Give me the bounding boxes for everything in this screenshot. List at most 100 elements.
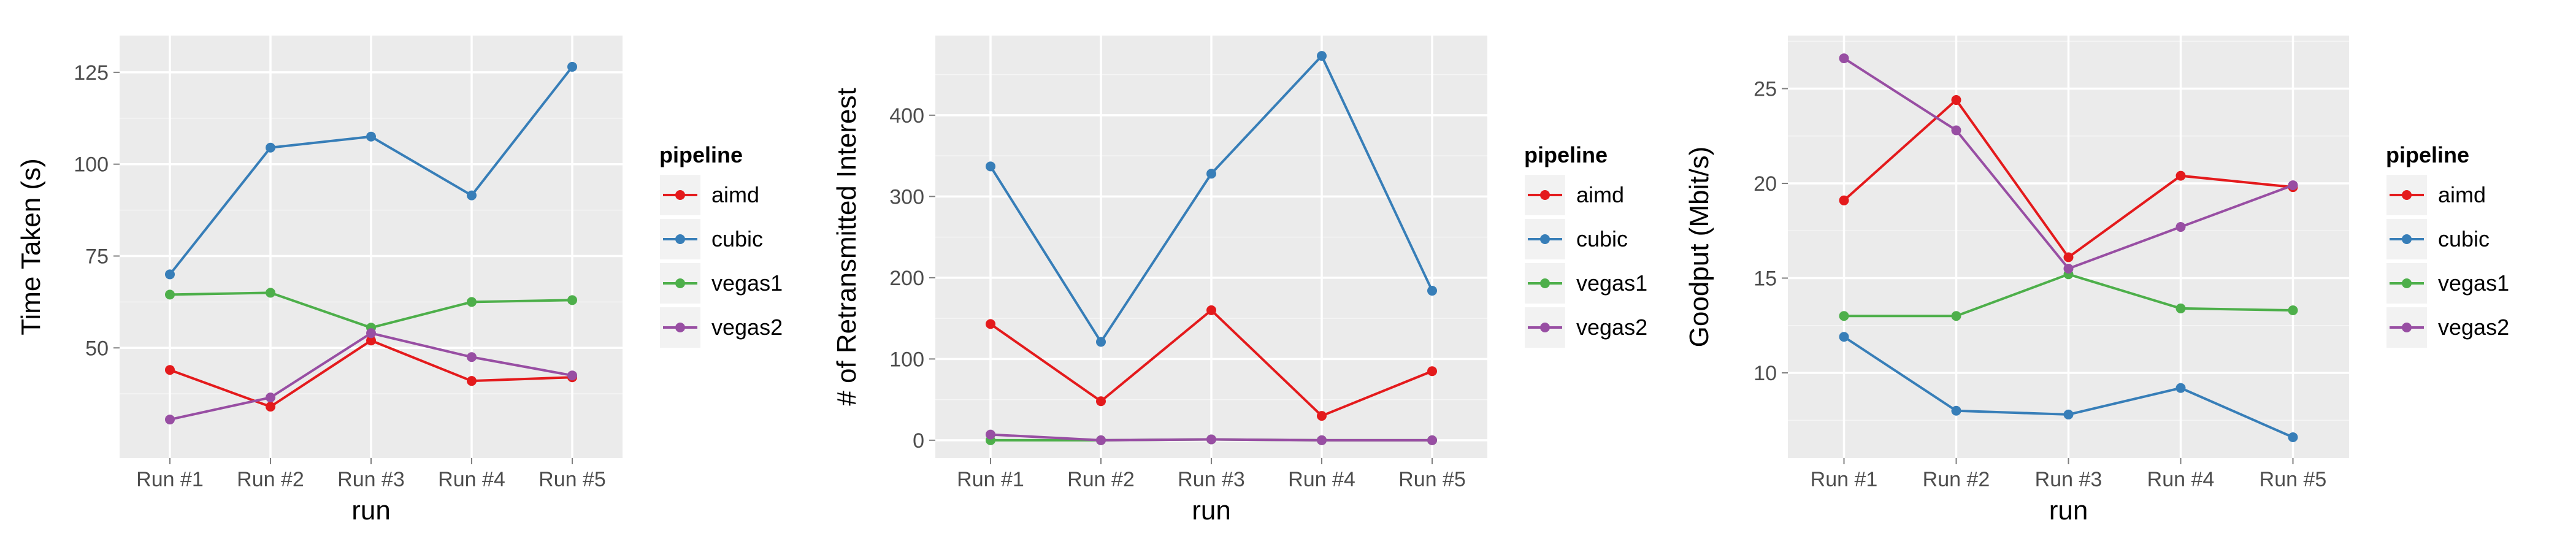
data-point-cubic <box>1951 405 1961 416</box>
legend-key-point <box>675 190 685 200</box>
data-point-vegas1 <box>1951 311 1961 321</box>
data-point-aimd <box>1206 305 1216 315</box>
legend-title: pipeline <box>1524 142 1608 167</box>
data-point-cubic <box>1206 169 1216 179</box>
legend-key-point <box>2402 278 2412 288</box>
data-point-vegas1 <box>467 297 477 307</box>
legend-label: vegas1 <box>1576 270 1647 296</box>
data-point-cubic <box>1317 51 1327 61</box>
x-tick-label: Run #1 <box>1811 468 1878 491</box>
chart-panel-3: 10 15 20 25 Run #1 Run #2 Run #3 Run #4 Run #5 ru… <box>1684 36 2509 526</box>
data-point-cubic <box>567 61 577 72</box>
data-point-vegas2 <box>467 352 477 362</box>
data-point-vegas2 <box>366 328 376 339</box>
legend-title: pipeline <box>659 142 743 167</box>
data-point-vegas1 <box>266 288 275 298</box>
data-point-vegas2 <box>1096 435 1106 445</box>
legend-label: vegas1 <box>2438 270 2509 296</box>
data-point-vegas2 <box>1427 435 1437 445</box>
data-point-aimd <box>366 335 376 346</box>
data-point-vegas2 <box>567 370 577 381</box>
y-axis-title: Time Taken (s) <box>16 158 46 335</box>
x-tick-label: Run #5 <box>1398 468 1466 491</box>
x-tick-label: Run #3 <box>2035 468 2103 491</box>
y-tick-label: 15 <box>1754 267 1777 290</box>
y-axis-title: # of Retransmitted Interest <box>832 88 862 405</box>
x-tick-label: Run #4 <box>1288 468 1355 491</box>
data-point-aimd <box>266 402 275 412</box>
y-tick-label: 400 <box>889 104 924 128</box>
chart-panel-1: 50 75 100 125 Run #1 Run #2 Run #3 Run #4 Run #5… <box>16 36 783 526</box>
legend-key-point <box>2402 190 2412 200</box>
data-point-aimd <box>2063 252 2074 262</box>
x-tick-label: Run #3 <box>1178 468 1245 491</box>
data-point-vegas2 <box>2288 180 2298 191</box>
data-point-vegas1 <box>2175 303 2186 313</box>
data-point-aimd <box>165 365 175 375</box>
legend-key-point <box>1540 278 1550 288</box>
data-point-vegas2 <box>2175 222 2186 232</box>
data-point-vegas2 <box>165 415 175 425</box>
y-tick-label: 125 <box>74 61 109 85</box>
legend-key-point <box>675 278 685 288</box>
data-point-aimd <box>1096 396 1106 407</box>
data-point-vegas2 <box>266 392 275 403</box>
legend: pipeline aimd cubic vegas1 vegas2 <box>2385 142 2509 349</box>
data-point-vegas2 <box>1317 435 1327 445</box>
data-point-cubic <box>2175 383 2186 393</box>
data-point-aimd <box>1951 95 1961 105</box>
x-tick-label: Run #2 <box>1067 468 1135 491</box>
legend-label: aimd <box>1576 182 1624 207</box>
y-tick-label: 0 <box>913 429 924 453</box>
y-tick-label: 20 <box>1754 172 1777 196</box>
legend-label: vegas2 <box>2438 315 2509 340</box>
data-point-cubic <box>266 142 275 153</box>
data-point-vegas1 <box>567 295 577 305</box>
data-point-cubic <box>1839 332 1849 342</box>
y-tick-label: 75 <box>85 245 109 268</box>
data-point-cubic <box>366 131 376 142</box>
legend-label: vegas2 <box>711 315 783 340</box>
data-point-aimd <box>1839 195 1849 205</box>
legend-key-point <box>675 323 685 332</box>
legend-key-point <box>2402 323 2412 332</box>
x-tick-label: Run #1 <box>957 468 1024 491</box>
legend-key-point <box>1540 190 1550 200</box>
legend: pipeline aimd cubic vegas1 vegas2 <box>659 142 783 349</box>
y-tick-label: 50 <box>85 337 109 360</box>
legend-key-point <box>1540 323 1550 332</box>
y-tick-label: 100 <box>889 348 924 371</box>
data-point-vegas1 <box>2288 305 2298 316</box>
x-tick-label: Run #2 <box>237 468 304 491</box>
data-point-cubic <box>986 161 995 172</box>
legend-key-point <box>2402 234 2412 244</box>
x-tick-label: Run #1 <box>136 468 204 491</box>
data-point-cubic <box>165 269 175 280</box>
x-axis-title: run <box>351 496 391 526</box>
legend: pipeline aimd cubic vegas1 vegas2 <box>1524 142 1647 349</box>
data-point-aimd <box>2175 170 2186 181</box>
x-tick-label: Run #5 <box>2260 468 2327 491</box>
legend-title: pipeline <box>2386 142 2469 167</box>
x-axis-title: run <box>2049 496 2088 526</box>
y-axis-title: Goodput (Mbit/s) <box>1684 147 1714 348</box>
legend-label: cubic <box>711 226 763 251</box>
legend-key-point <box>675 234 685 244</box>
x-tick-label: Run #3 <box>337 468 405 491</box>
data-point-cubic <box>1096 337 1106 347</box>
data-point-aimd <box>1317 411 1327 421</box>
y-tick-label: 200 <box>889 267 924 290</box>
data-point-cubic <box>467 190 477 201</box>
legend-label: aimd <box>711 182 759 207</box>
legend-label: aimd <box>2438 182 2486 207</box>
data-point-vegas2 <box>1839 53 1849 64</box>
legend-key-point <box>1540 234 1550 244</box>
legend-label: vegas1 <box>711 270 783 296</box>
y-tick-label: 300 <box>889 185 924 209</box>
y-tick-label: 10 <box>1754 362 1777 385</box>
data-point-cubic <box>2288 432 2298 443</box>
y-tick-label: 100 <box>74 153 109 177</box>
data-point-vegas2 <box>2063 264 2074 274</box>
